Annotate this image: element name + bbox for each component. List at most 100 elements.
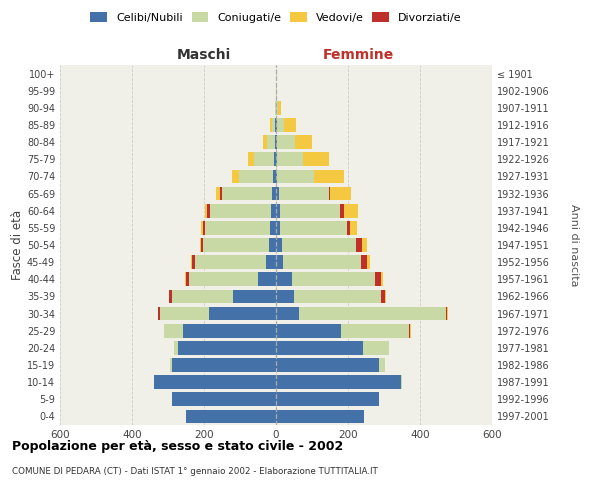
- Bar: [174, 341, 178, 354]
- Bar: [222, 186, 272, 200]
- Bar: [381, 290, 385, 304]
- Bar: [276, 306, 299, 320]
- Text: COMUNE DI PEDARA (CT) - Dati ISTAT 1° gennaio 2002 - Elaborazione TUTTITALIA.IT: COMUNE DI PEDARA (CT) - Dati ISTAT 1° ge…: [12, 468, 378, 476]
- Bar: [258, 272, 276, 286]
- Bar: [277, 170, 314, 183]
- Bar: [401, 376, 402, 389]
- Text: Maschi: Maschi: [177, 48, 231, 62]
- Bar: [276, 358, 379, 372]
- Bar: [329, 186, 330, 200]
- Bar: [283, 256, 361, 269]
- Bar: [280, 221, 347, 234]
- Bar: [277, 101, 278, 114]
- Bar: [220, 186, 222, 200]
- Bar: [210, 204, 271, 218]
- Bar: [216, 186, 220, 200]
- Bar: [183, 324, 276, 338]
- Y-axis label: Anni di nascita: Anni di nascita: [569, 204, 579, 286]
- Bar: [276, 272, 292, 286]
- Bar: [233, 290, 276, 304]
- Bar: [446, 306, 447, 320]
- Legend: Celibi/Nubili, Coniugati/e, Vedovi/e, Divorziati/e: Celibi/Nubili, Coniugati/e, Vedovi/e, Di…: [86, 8, 466, 28]
- Bar: [201, 221, 203, 234]
- Bar: [274, 152, 276, 166]
- Bar: [276, 204, 280, 218]
- Bar: [270, 118, 272, 132]
- Bar: [295, 136, 311, 149]
- Bar: [178, 341, 276, 354]
- Bar: [202, 238, 203, 252]
- Bar: [205, 221, 269, 234]
- Bar: [350, 221, 358, 234]
- Bar: [263, 136, 267, 149]
- Bar: [276, 290, 294, 304]
- Bar: [344, 204, 358, 218]
- Bar: [272, 186, 276, 200]
- Bar: [294, 290, 381, 304]
- Bar: [254, 152, 274, 166]
- Bar: [276, 410, 364, 424]
- Bar: [276, 341, 363, 354]
- Bar: [276, 324, 341, 338]
- Bar: [275, 136, 276, 149]
- Bar: [363, 341, 389, 354]
- Bar: [276, 392, 379, 406]
- Bar: [379, 358, 385, 372]
- Bar: [276, 84, 277, 98]
- Bar: [186, 272, 189, 286]
- Bar: [314, 170, 344, 183]
- Bar: [192, 256, 194, 269]
- Bar: [191, 256, 192, 269]
- Bar: [284, 118, 296, 132]
- Bar: [205, 204, 207, 218]
- Bar: [279, 186, 329, 200]
- Bar: [276, 238, 282, 252]
- Bar: [248, 152, 254, 166]
- Bar: [209, 306, 276, 320]
- Bar: [275, 118, 276, 132]
- Bar: [154, 376, 276, 389]
- Bar: [292, 272, 375, 286]
- Bar: [200, 238, 202, 252]
- Bar: [185, 272, 186, 286]
- Bar: [278, 101, 281, 114]
- Bar: [266, 256, 276, 269]
- Text: Popolazione per età, sesso e stato civile - 2002: Popolazione per età, sesso e stato civil…: [12, 440, 343, 453]
- Bar: [299, 306, 446, 320]
- Bar: [169, 290, 172, 304]
- Bar: [276, 136, 277, 149]
- Bar: [276, 170, 277, 183]
- Bar: [340, 204, 344, 218]
- Bar: [280, 204, 340, 218]
- Bar: [277, 118, 284, 132]
- Bar: [367, 256, 370, 269]
- Bar: [203, 238, 269, 252]
- Bar: [282, 238, 356, 252]
- Bar: [276, 118, 277, 132]
- Bar: [375, 272, 381, 286]
- Bar: [170, 358, 172, 372]
- Bar: [239, 170, 273, 183]
- Bar: [362, 238, 367, 252]
- Bar: [273, 170, 276, 183]
- Bar: [356, 238, 362, 252]
- Bar: [269, 221, 276, 234]
- Bar: [207, 204, 210, 218]
- Bar: [277, 136, 295, 149]
- Bar: [232, 170, 239, 183]
- Bar: [194, 256, 266, 269]
- Bar: [271, 204, 276, 218]
- Bar: [277, 152, 304, 166]
- Bar: [186, 410, 276, 424]
- Bar: [276, 221, 280, 234]
- Bar: [276, 152, 277, 166]
- Bar: [276, 376, 401, 389]
- Bar: [447, 306, 448, 320]
- Bar: [189, 272, 258, 286]
- Bar: [158, 306, 160, 320]
- Bar: [276, 256, 283, 269]
- Y-axis label: Fasce di età: Fasce di età: [11, 210, 24, 280]
- Bar: [172, 290, 233, 304]
- Bar: [172, 392, 276, 406]
- Bar: [385, 290, 386, 304]
